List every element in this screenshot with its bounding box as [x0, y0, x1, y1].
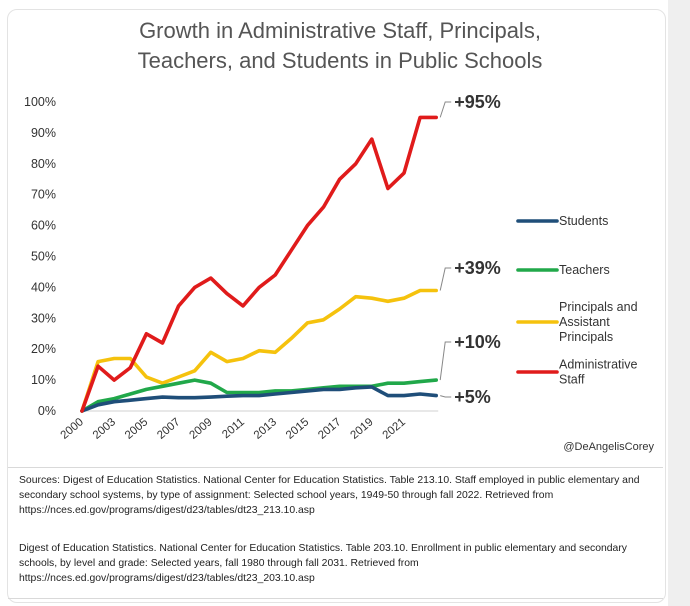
x-tick-label: 2017: [316, 416, 343, 442]
x-tick-label: 2021: [381, 416, 408, 442]
annotation-leader: [439, 101, 452, 118]
annotation-label: +5%: [454, 387, 491, 407]
y-tick-label: 40%: [31, 280, 56, 294]
background-strip: [668, 0, 690, 606]
legend-label: Administrative: [559, 358, 638, 372]
annotation-label: +39%: [454, 258, 501, 278]
series-line: [80, 288, 439, 413]
x-tick-label: 2009: [187, 416, 214, 442]
y-tick-label: 70%: [31, 188, 56, 202]
source-citation-2: Digest of Education Statistics. National…: [19, 543, 627, 584]
chart-title-line-2: Teachers, and Students in Public Schools: [137, 48, 543, 73]
annotation-leader: [439, 267, 452, 291]
y-tick-label: 0%: [38, 404, 56, 418]
legend-label: Staff: [559, 373, 585, 387]
legend-label: Principals: [559, 330, 613, 344]
line-chart: 0%10%20%30%40%50%60%70%80%90%100%2000 200…: [24, 92, 654, 453]
x-tick-label: 2007: [155, 416, 182, 442]
chart-card: [7, 9, 666, 603]
y-tick-label: 10%: [31, 373, 56, 387]
x-tick-label: 2019: [348, 416, 375, 442]
divider: [8, 467, 663, 468]
legend-label: Assistant: [559, 315, 610, 329]
annotation-label: +95%: [454, 92, 501, 112]
legend-label: Principals and: [559, 300, 638, 314]
y-tick-label: 90%: [31, 126, 56, 140]
chart-title-line-1: Growth in Administrative Staff, Principa…: [139, 18, 541, 43]
x-tick-label: 2013: [252, 416, 279, 442]
series-line: [80, 385, 439, 413]
watermark-text: @DeAngelisCorey: [563, 441, 654, 453]
source-citation-1: Sources: Digest of Education Statistics.…: [19, 475, 640, 516]
annotation-leader: [440, 395, 452, 398]
x-tick-label: 2011: [220, 416, 247, 441]
x-tick-label: 2000: [59, 416, 86, 442]
y-tick-label: 20%: [31, 342, 56, 356]
series-line: [80, 115, 439, 413]
y-tick-label: 80%: [31, 157, 56, 171]
x-tick-label: 2005: [123, 416, 150, 442]
chart-title: Growth in Administrative Staff, Principa…: [60, 16, 620, 76]
y-tick-label: 60%: [31, 219, 56, 233]
y-tick-label: 30%: [31, 311, 56, 325]
x-tick-label: 2003: [91, 416, 118, 442]
annotation-label: +10%: [454, 332, 501, 352]
y-tick-label: 50%: [31, 250, 56, 264]
legend-label: Teachers: [559, 263, 610, 277]
y-tick-label: 100%: [24, 95, 56, 109]
series-line: [80, 378, 439, 413]
x-tick-label: 2015: [284, 416, 311, 442]
bottom-divider: [8, 598, 663, 599]
annotation-leader: [439, 341, 452, 381]
legend-label: Students: [559, 214, 608, 228]
